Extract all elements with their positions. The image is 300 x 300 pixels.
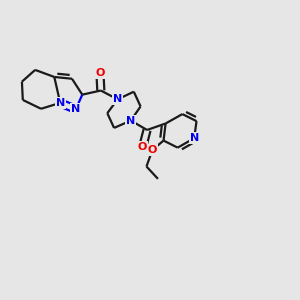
Text: O: O (95, 68, 105, 78)
Text: N: N (56, 98, 65, 108)
Text: O: O (148, 145, 157, 155)
Text: O: O (138, 142, 147, 152)
Text: N: N (126, 116, 136, 126)
Text: N: N (190, 133, 199, 143)
Text: N: N (113, 94, 122, 104)
Text: N: N (71, 104, 80, 114)
